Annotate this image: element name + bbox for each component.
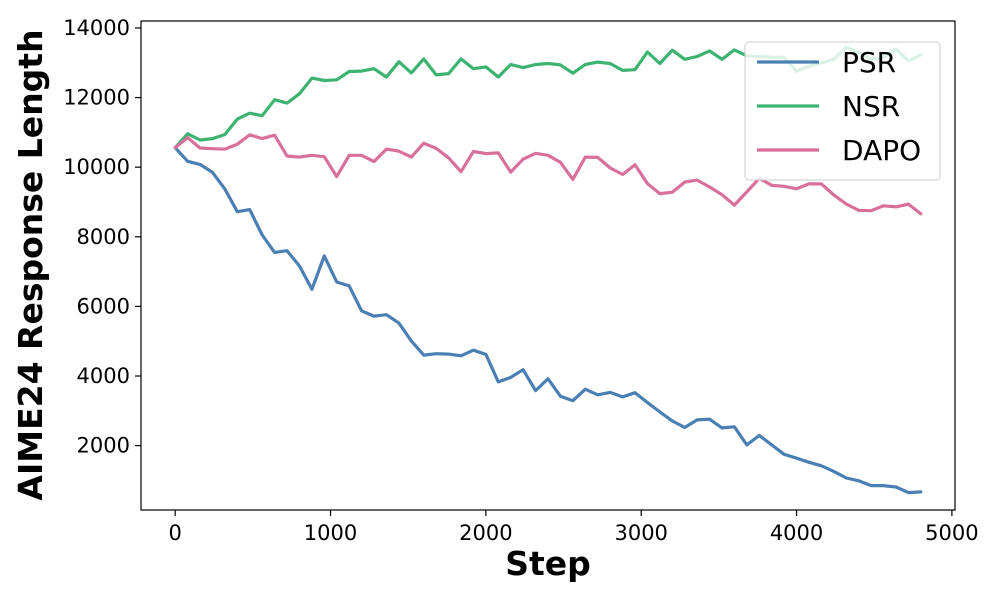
y-tick-label: 2000	[77, 434, 130, 458]
y-axis-title: AIME24 Response Length	[11, 29, 50, 500]
legend-label-psr: PSR	[842, 46, 896, 79]
x-axis-title: Step	[505, 544, 591, 583]
plot-frame	[140, 20, 956, 511]
x-tick-label: 2000	[459, 521, 512, 545]
y-tick-label: 14000	[63, 16, 130, 40]
legend-label-nsr: NSR	[842, 90, 900, 123]
x-axis: 0 1000 2000 3000 4000 5000	[168, 510, 979, 545]
legend: PSR NSR DAPO	[744, 41, 941, 181]
y-tick-label: 4000	[77, 364, 130, 388]
y-tick-label: 6000	[77, 294, 130, 318]
y-tick-label: 10000	[63, 155, 130, 179]
y-tick-label: 8000	[77, 225, 130, 249]
x-tick-label: 3000	[614, 521, 667, 545]
y-tick-label: 12000	[63, 86, 130, 110]
series-line-psr	[173, 146, 923, 495]
series-line-dapo	[173, 133, 923, 216]
x-tick-label: 5000	[925, 521, 978, 545]
x-tick-label: 0	[168, 521, 181, 545]
x-tick-label: 1000	[304, 521, 357, 545]
legend-label-dapo: DAPO	[842, 134, 921, 167]
x-tick-label: 4000	[770, 521, 823, 545]
y-axis: 2000 4000 6000 8000 10000 12000 14000	[63, 16, 141, 458]
legend-box	[744, 41, 941, 181]
